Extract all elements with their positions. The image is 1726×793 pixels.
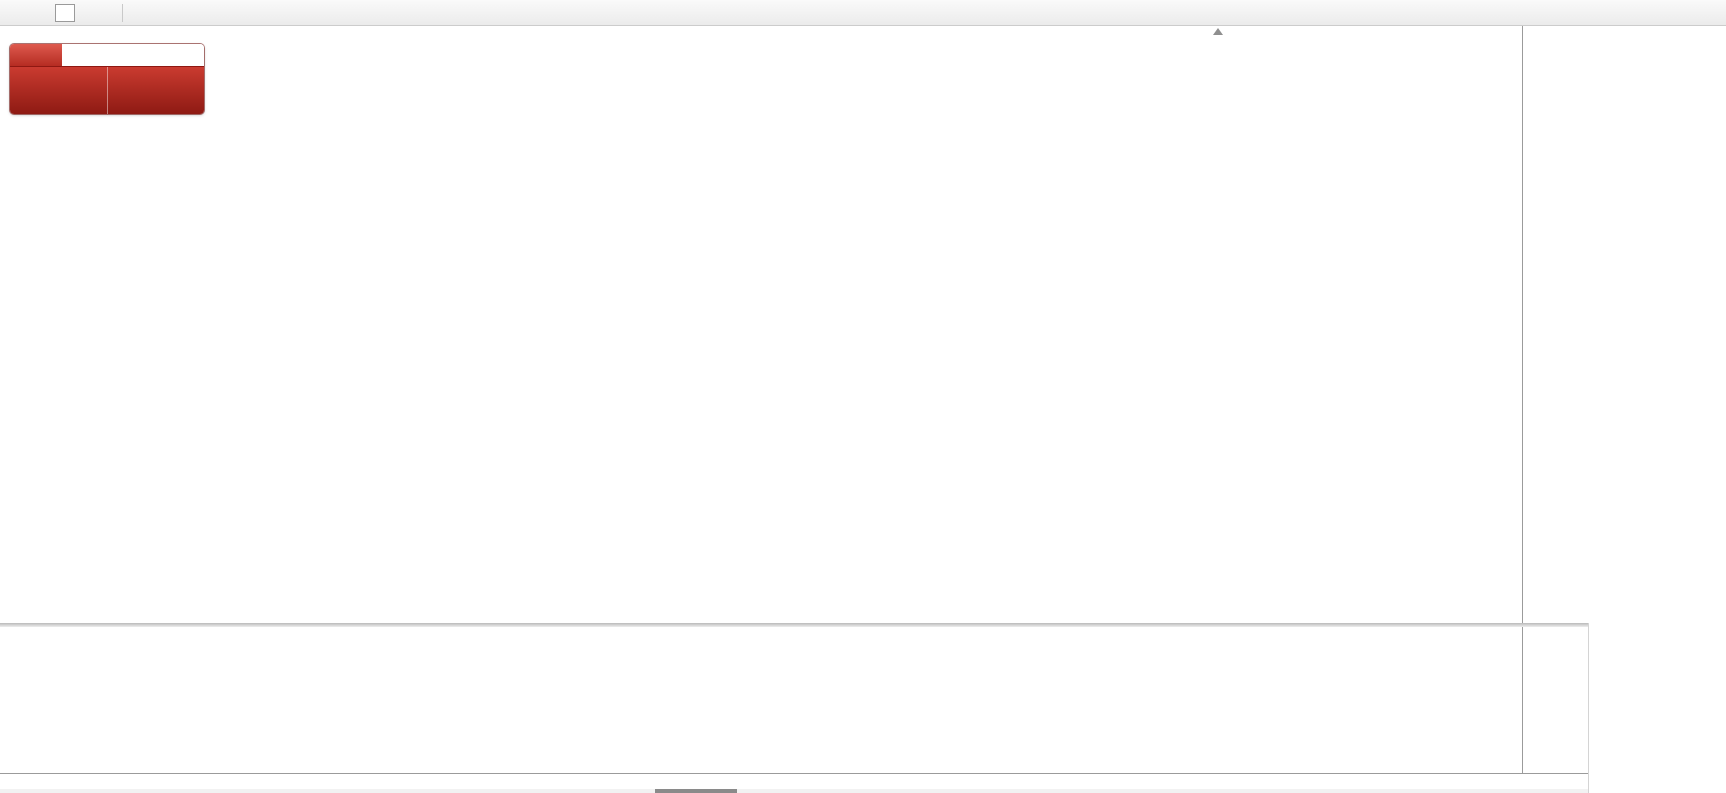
cursor-tool-icon[interactable] xyxy=(4,2,28,24)
macd-header xyxy=(8,631,20,643)
volume-field xyxy=(62,44,204,67)
text-tool-icon[interactable] xyxy=(28,2,52,24)
horizontal-scrollbar-thumb[interactable] xyxy=(655,789,737,793)
volume-input[interactable] xyxy=(62,44,204,66)
price-chart xyxy=(0,26,1522,623)
panel-splitter[interactable] xyxy=(0,623,1588,627)
horizontal-scrollbar xyxy=(0,789,1588,793)
time-axis xyxy=(0,773,1588,790)
buy-price-button[interactable] xyxy=(106,67,204,114)
sell-price-button[interactable] xyxy=(10,67,107,114)
chart-shift-marker-icon[interactable] xyxy=(1213,28,1223,35)
macd-axis xyxy=(1522,627,1589,773)
tools-dropdown-caret-icon[interactable] xyxy=(102,2,116,24)
textbox-tool-icon[interactable] xyxy=(55,3,75,22)
toolbar-separator xyxy=(122,3,123,22)
price-axis xyxy=(1522,26,1589,623)
one-click-trading-panel xyxy=(10,44,204,114)
chart-ohlc-header xyxy=(8,31,11,43)
macd-chart xyxy=(0,627,1522,773)
indicators-icon[interactable] xyxy=(78,2,102,24)
sell-button[interactable] xyxy=(10,44,62,67)
main-toolbar xyxy=(0,0,1726,26)
